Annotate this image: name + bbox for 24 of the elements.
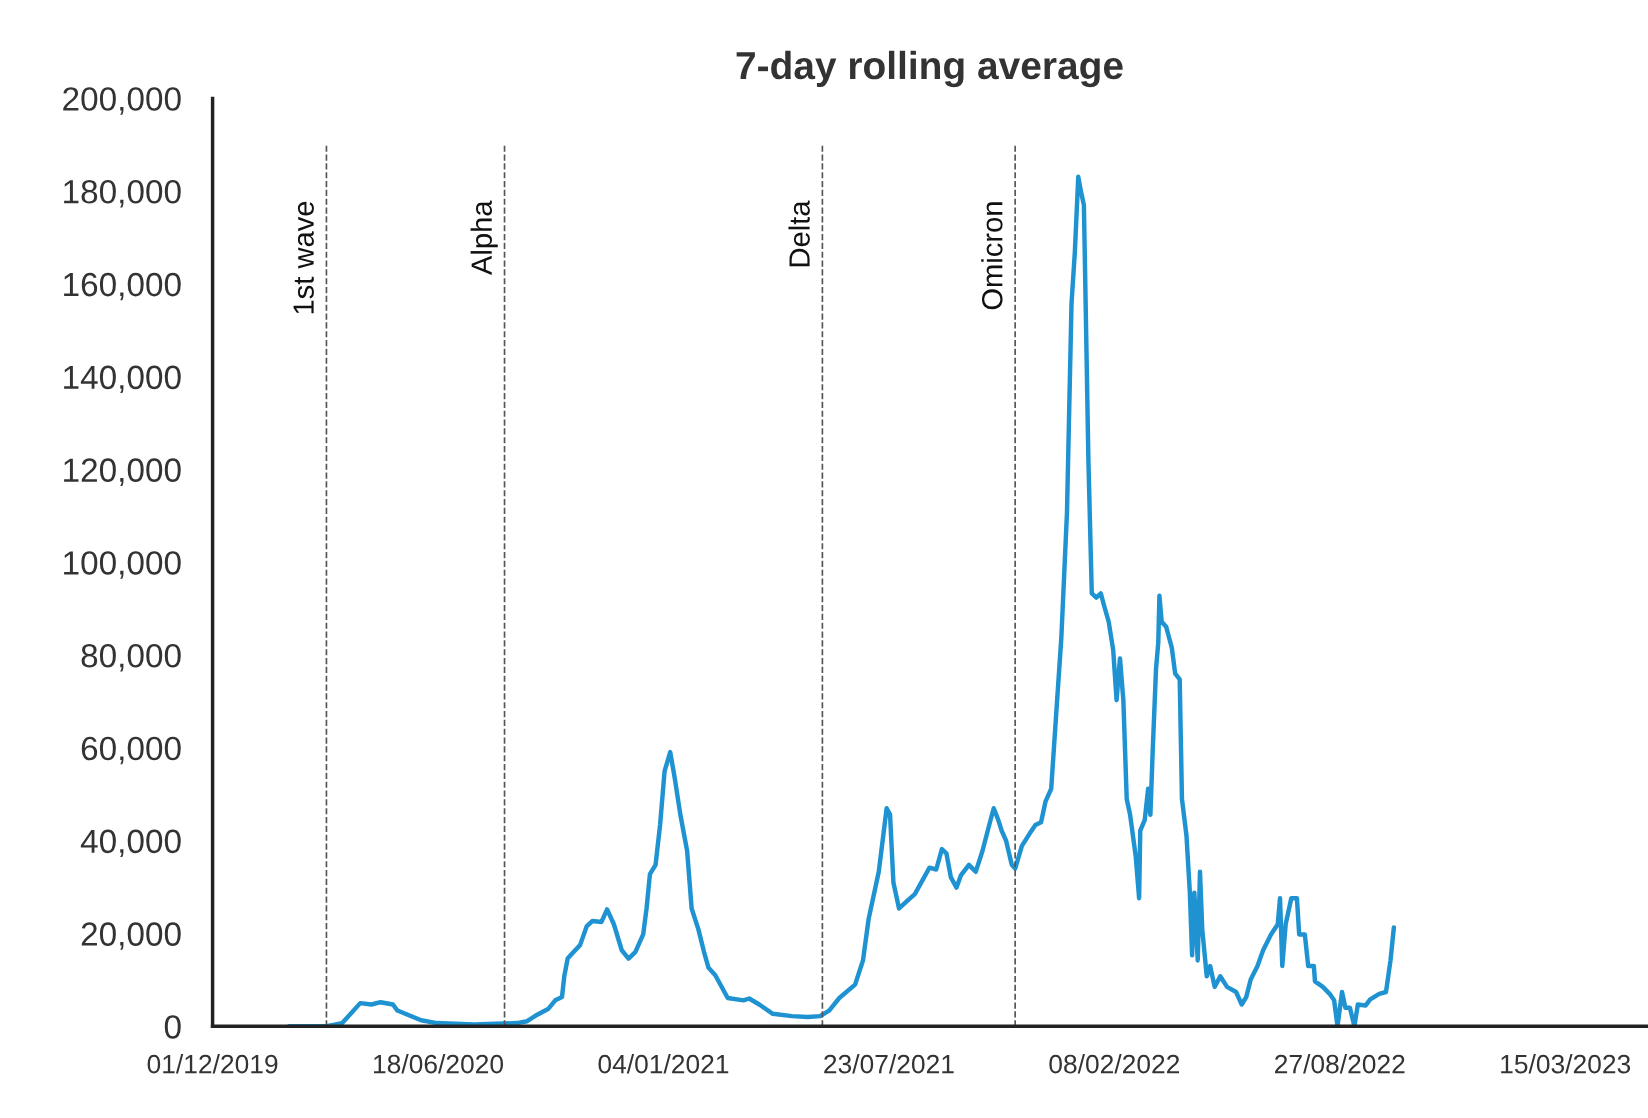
y-tick-label: 180,000 [64, 179, 181, 208]
y-tick-label: 160,000 [64, 272, 181, 301]
y-tick-label: 20,000 [81, 922, 181, 950]
x-tick-label: 23/07/2021 [824, 1054, 954, 1074]
x-tick-label: 15/03/2023 [1501, 1054, 1631, 1074]
y-tick-label: 80,000 [81, 643, 181, 672]
x-tick-label: 01/12/2019 [147, 1054, 278, 1074]
y-tick-label: 40,000 [80, 829, 181, 858]
x-tick-label: 08/02/2022 [1049, 1054, 1180, 1074]
x-tick-label: 27/08/2022 [1275, 1054, 1405, 1074]
y-tick-label: 120,000 [64, 458, 181, 486]
y-tick-label: 100,000 [64, 551, 181, 579]
ref-line-label: Omicron [981, 202, 1003, 310]
x-tick-label: 04/01/2021 [598, 1054, 729, 1074]
line-series [287, 174, 1397, 1027]
x-tick-label: 18/06/2020 [374, 1054, 504, 1074]
ref-line-label: Delta [788, 200, 810, 267]
y-tick-label: 140,000 [64, 365, 181, 394]
chart-title: 7-day rolling average [736, 50, 1123, 88]
y-tick-label: 200,000 [63, 87, 181, 115]
y-tick-label: 60,000 [81, 736, 181, 765]
y-tick-label: 0 [164, 1015, 181, 1039]
ref-line-label: 1st wave [293, 201, 314, 314]
ref-line-label: Alpha [470, 200, 498, 275]
